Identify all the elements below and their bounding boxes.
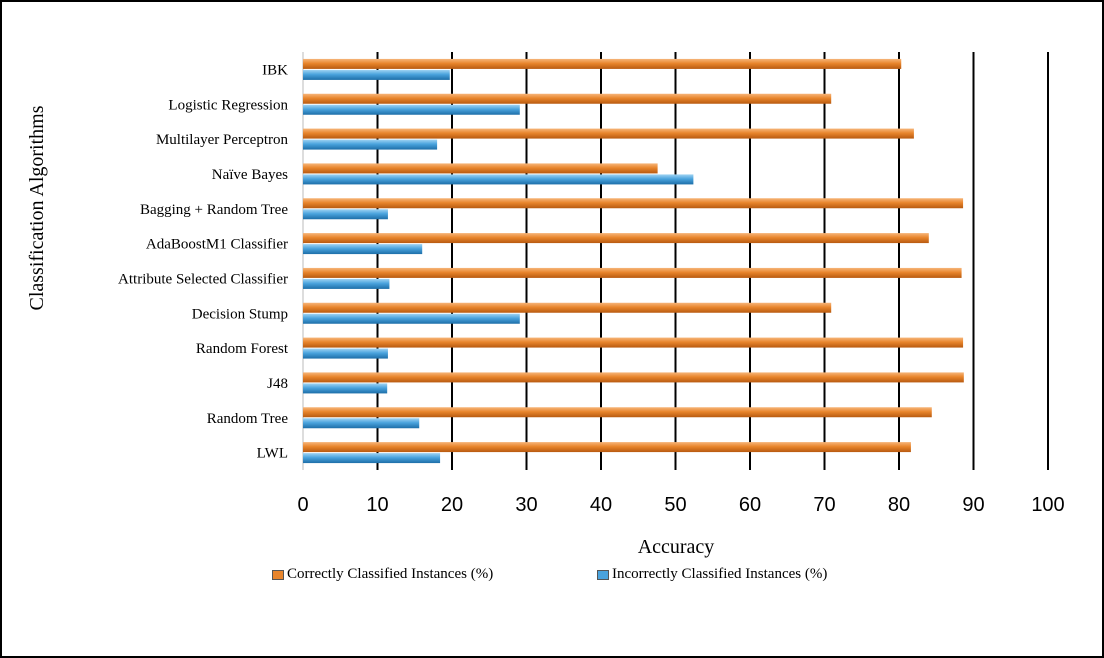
x-tick-label: 50 [664,494,686,516]
legend-swatch-incorrect [597,569,609,580]
category-label: Decision Stump [192,306,288,322]
bar-incorrect-3 [303,174,694,185]
legend-label-incorrect: Incorrectly Classified Instances (%) [612,566,828,582]
bar-correct-6 [303,267,962,278]
category-label: J48 [267,376,288,392]
category-label: Naïve Bayes [212,167,288,183]
category-label: Logistic Regression [168,97,288,113]
bar-correct-10 [303,407,932,418]
x-tick-label: 40 [590,494,612,516]
legend-label-correct: Correctly Classified Instances (%) [287,566,494,582]
bar-incorrect-11 [303,453,441,464]
bar-correct-4 [303,198,964,209]
bars [303,58,964,464]
bar-incorrect-1 [303,104,520,115]
bar-correct-7 [303,302,832,313]
x-tick-label: 70 [813,494,835,516]
category-label: Bagging + Random Tree [140,202,288,218]
bar-incorrect-10 [303,418,420,429]
category-label: Random Tree [207,411,289,427]
bar-correct-11 [303,442,911,453]
category-label: Multilayer Perceptron [156,132,289,148]
bar-incorrect-6 [303,278,390,289]
bar-correct-8 [303,337,964,348]
bar-correct-9 [303,372,964,383]
bar-incorrect-7 [303,313,520,324]
x-tick-label: 10 [366,494,388,516]
bar-incorrect-0 [303,69,450,80]
category-label: IBK [262,62,288,78]
x-tick-label: 90 [962,494,984,516]
bar-correct-2 [303,128,914,139]
bar-correct-1 [303,93,832,104]
legend: Correctly Classified Instances (%) [272,566,493,583]
category-label: Attribute Selected Classifier [118,271,288,287]
x-tick-label: 100 [1031,494,1064,516]
category-label: AdaBoostM1 Classifier [146,237,288,253]
category-labels: IBK Logistic Regression Multilayer Percept… [118,62,289,461]
bar-correct-0 [303,58,902,69]
category-label: Random Forest [196,341,289,357]
x-axis-title: Accuracy [638,536,715,558]
grid-lines [302,52,1049,470]
x-tick-label: 30 [515,494,537,516]
x-tick-label: 20 [441,494,463,516]
bar-correct-3 [303,163,658,174]
bar-incorrect-5 [303,244,423,255]
category-label: LWL [257,446,288,462]
y-axis-title: Classification Algorithms [26,105,48,310]
bar-incorrect-8 [303,348,388,359]
x-tick-label: 0 [297,494,308,516]
x-tick-labels: 0 10 20 30 40 50 60 70 80 90 100 [297,494,1064,516]
bar-incorrect-4 [303,209,388,220]
x-tick-label: 80 [888,494,910,516]
legend-swatch-correct [272,569,284,580]
legend: Incorrectly Classified Instances (%) [597,566,827,583]
bar-incorrect-2 [303,139,438,150]
x-tick-label: 60 [739,494,761,516]
bar-incorrect-9 [303,383,388,394]
bar-correct-5 [303,233,929,244]
